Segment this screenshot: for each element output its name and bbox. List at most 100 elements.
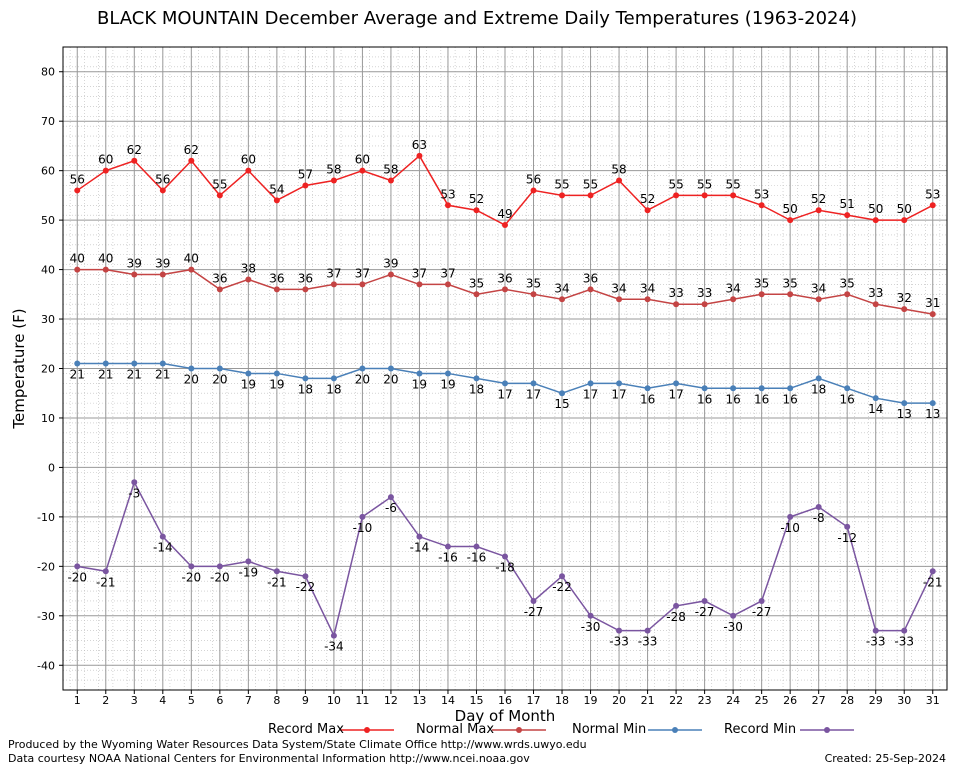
- data-point: [787, 217, 794, 224]
- x-tick-label: 20: [612, 694, 626, 707]
- footer-created: Created: 25-Sep-2024: [824, 752, 946, 765]
- data-point: [901, 627, 908, 634]
- data-point: [929, 202, 936, 209]
- data-point: [131, 479, 138, 486]
- data-point: [587, 192, 594, 199]
- data-point: [245, 276, 252, 283]
- data-label: 14: [868, 402, 883, 416]
- data-point: [387, 177, 394, 184]
- legend-record-max-label: Record Max: [268, 722, 344, 737]
- data-label: -18: [495, 560, 515, 574]
- series-record-max: 56 60 62 56 62 55 60 54 57 58 60 58 63 53 52 49 56 55 55 58…: [70, 138, 940, 229]
- data-point: [159, 360, 166, 367]
- data-point: [587, 380, 594, 387]
- data-point: [273, 568, 280, 575]
- data-point: [444, 543, 451, 550]
- data-label: 60: [98, 153, 113, 167]
- data-point: [302, 573, 309, 580]
- data-point: [502, 286, 508, 293]
- data-point: [844, 212, 851, 219]
- y-tick-label: 60: [41, 165, 55, 178]
- data-label: 60: [355, 153, 370, 167]
- data-label: 17: [668, 387, 683, 401]
- data-point: [644, 385, 651, 392]
- data-label: 62: [184, 143, 199, 157]
- data-label: 51: [840, 197, 855, 211]
- data-point: [188, 157, 195, 164]
- data-label: 15: [554, 397, 569, 411]
- data-label: 20: [184, 373, 199, 387]
- data-label: -30: [581, 620, 601, 634]
- data-label: 36: [269, 271, 284, 285]
- x-tick-label: 11: [355, 694, 369, 707]
- data-label: 56: [70, 172, 85, 186]
- data-label: 36: [212, 271, 227, 285]
- data-point: [616, 296, 623, 303]
- data-point: [559, 296, 566, 303]
- data-label: 35: [469, 276, 484, 290]
- x-tick-label: 15: [469, 694, 483, 707]
- x-tick-label: 14: [441, 694, 455, 707]
- data-label: -22: [552, 580, 572, 594]
- data-label: 55: [668, 177, 683, 191]
- data-label: 34: [554, 281, 569, 295]
- data-point: [473, 207, 480, 214]
- data-point: [416, 152, 423, 159]
- data-label: 52: [640, 192, 655, 206]
- data-point: [216, 192, 223, 199]
- x-tick-label: 12: [384, 694, 398, 707]
- data-point: [673, 301, 680, 308]
- data-label: 31: [925, 296, 940, 310]
- data-label: 53: [440, 187, 455, 201]
- x-tick-label: 4: [159, 694, 166, 707]
- data-point: [330, 281, 337, 288]
- data-label: -21: [923, 575, 943, 589]
- data-point: [330, 632, 337, 639]
- data-point: [616, 627, 623, 634]
- data-label: 35: [840, 276, 855, 290]
- x-tick-label: 25: [755, 694, 769, 707]
- data-point: [302, 375, 309, 382]
- data-point: [844, 523, 851, 530]
- data-point: [587, 286, 594, 293]
- data-label: -14: [153, 541, 173, 555]
- data-label: 55: [697, 177, 712, 191]
- y-tick-label: 30: [41, 313, 55, 326]
- data-point: [559, 192, 566, 199]
- data-point: [245, 167, 252, 174]
- x-tick-label: 24: [726, 694, 740, 707]
- data-label: 35: [783, 276, 798, 290]
- data-point: [359, 513, 366, 520]
- data-point: [644, 207, 651, 214]
- data-point: [673, 380, 680, 387]
- x-tick-label: 1: [74, 694, 81, 707]
- data-label: -33: [609, 635, 629, 649]
- data-point: [330, 375, 337, 382]
- data-point: [701, 301, 708, 308]
- data-point: [502, 553, 508, 560]
- data-label: 16: [640, 392, 655, 406]
- data-label: 19: [241, 377, 256, 391]
- data-label: 18: [811, 382, 826, 396]
- data-point: [730, 612, 737, 619]
- data-label: -33: [638, 635, 658, 649]
- data-point: [644, 296, 651, 303]
- x-tick-label: 23: [698, 694, 712, 707]
- data-label: 58: [611, 163, 626, 177]
- data-label: 16: [697, 392, 712, 406]
- legend-normal-max: Normal Max: [416, 722, 494, 737]
- data-point: [787, 513, 794, 520]
- data-label: 56: [155, 172, 170, 186]
- data-point: [216, 365, 223, 372]
- data-point: [359, 281, 366, 288]
- data-label: 34: [611, 281, 626, 295]
- data-label: 58: [326, 163, 341, 177]
- series-record-min: -20 -21 -3 -14 -20 -20 -19 -21 -22 -34 -10 -6 -14 -16…: [67, 479, 943, 654]
- x-tick-label: 9: [302, 694, 309, 707]
- x-tick-label: 2: [102, 694, 109, 707]
- data-point: [159, 533, 166, 540]
- data-label: 18: [298, 382, 313, 396]
- data-label: 20: [355, 373, 370, 387]
- y-tick-label: -30: [37, 610, 55, 623]
